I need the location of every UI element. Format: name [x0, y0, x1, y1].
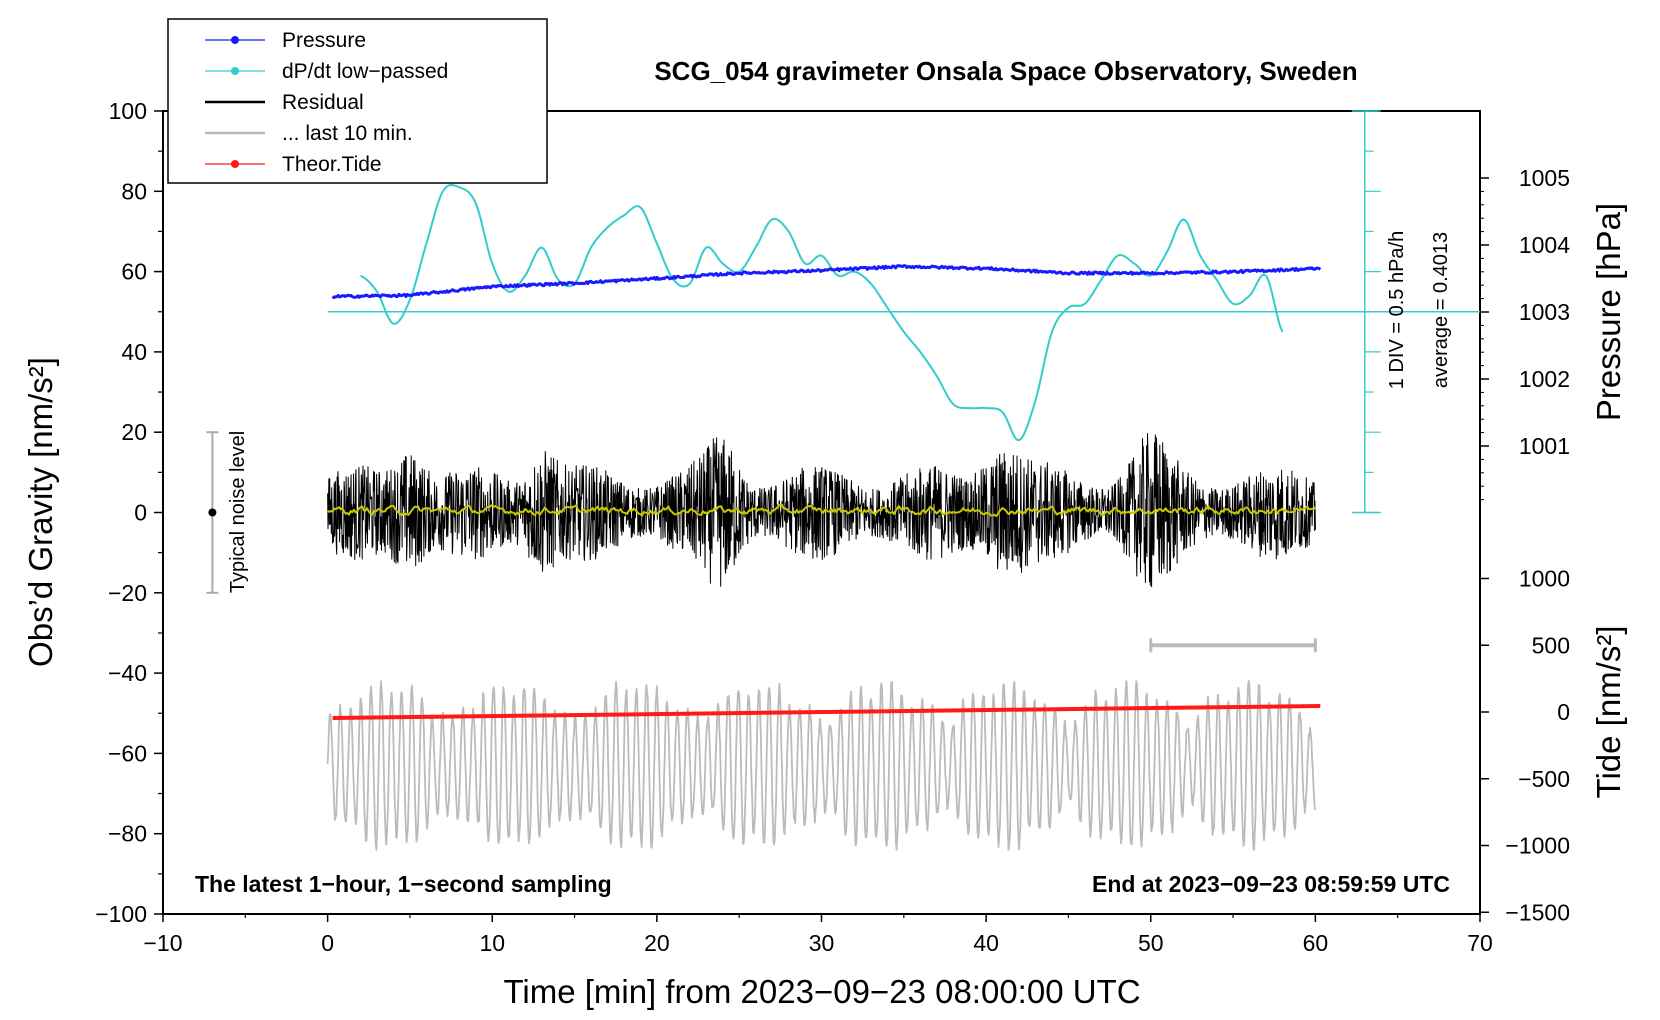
- tide-tick-label: 0: [1557, 699, 1570, 725]
- chart-title: SCG_054 gravimeter Onsala Space Observat…: [654, 56, 1357, 86]
- x-tick-label: −10: [143, 930, 182, 956]
- pressure-tick-label: 1002: [1519, 366, 1570, 392]
- y-left-tick-label: −40: [108, 660, 147, 686]
- legend-label: Pressure: [282, 29, 366, 52]
- smoothed-residual-line: [327, 503, 1317, 518]
- tide-series: [332, 704, 1321, 720]
- pressure-tick-label: 1004: [1519, 232, 1570, 258]
- legend-swatch-dot: [231, 160, 239, 168]
- x-tick-label: 30: [809, 930, 835, 956]
- dpdt-line: [360, 184, 1284, 442]
- y-left-tick-label: 60: [121, 259, 147, 285]
- y-axis-title-tide: Tide [nm/s²]: [1590, 626, 1627, 799]
- legend-label: ... last 10 min.: [282, 122, 413, 145]
- tide-tick-label: −1000: [1505, 833, 1570, 859]
- x-tick-label: 20: [644, 930, 670, 956]
- x-tick-label: 10: [479, 930, 505, 956]
- tide-tick-label: 1000: [1519, 566, 1570, 592]
- residual-series: [327, 433, 1316, 588]
- y-axis-title-pressure: Pressure [hPa]: [1590, 203, 1627, 421]
- division-scale: [327, 110, 1480, 514]
- sampling-note: The latest 1−hour, 1−second sampling: [195, 871, 612, 897]
- pressure-series: [331, 264, 1322, 300]
- dpdt-series: [360, 184, 1284, 442]
- pressure-line: [331, 264, 1322, 300]
- smoothed-residual-series: [327, 503, 1317, 518]
- legend-swatch-dot: [231, 36, 239, 44]
- y-left-tick-label: −80: [108, 821, 147, 847]
- pressure-tick-label: 1005: [1519, 165, 1570, 191]
- tide-tick-label: −1500: [1505, 899, 1570, 925]
- end-time-note: End at 2023−09−23 08:59:59 UTC: [1092, 871, 1450, 897]
- x-axis-title: Time [min] from 2023−09−23 08:00:00 UTC: [503, 973, 1140, 1010]
- y-left-tick-label: −20: [108, 580, 147, 606]
- last10-line: [326, 680, 1317, 851]
- x-tick-label: 60: [1303, 930, 1329, 956]
- x-tick-label: 0: [321, 930, 334, 956]
- pressure-tick-label: 1003: [1519, 299, 1570, 325]
- axis-ticks: −10 0 10 20 30 40 50 60 70100806040200−20−40−60−…: [95, 98, 1570, 956]
- y-left-tick-label: −100: [95, 901, 147, 927]
- tide-tick-label: −500: [1518, 766, 1570, 792]
- y-left-tick-label: −60: [108, 740, 147, 766]
- x-tick-label: 70: [1467, 930, 1493, 956]
- legend: Pressure dP/dt low−passed Residual ... last…: [167, 18, 548, 184]
- y-left-tick-label: 100: [109, 98, 147, 124]
- x-tick-label: 40: [973, 930, 999, 956]
- last10-series: [326, 680, 1317, 851]
- legend-label: Residual: [282, 91, 364, 114]
- y-left-tick-label: 0: [134, 500, 147, 526]
- average-label: average = 0.4013: [1430, 232, 1452, 388]
- y-left-tick-label: 20: [121, 419, 147, 445]
- legend-label: dP/dt low−passed: [282, 60, 448, 83]
- legend-label: Theor.Tide: [282, 153, 382, 176]
- residual-line: [327, 433, 1316, 588]
- legend-swatch-dot: [231, 67, 239, 75]
- noise-bar-dot: [208, 508, 217, 517]
- tide-tick-label: 500: [1532, 632, 1570, 658]
- tide-line: [332, 704, 1321, 720]
- y-left-tick-label: 80: [121, 178, 147, 204]
- pressure-tick-label: 1001: [1519, 433, 1570, 459]
- div-label: 1 DIV = 0.5 hPa/h: [1386, 231, 1408, 389]
- annotations: [206, 431, 1317, 653]
- x-tick-label: 50: [1138, 930, 1164, 956]
- noise-level-label: Typical noise level: [227, 431, 249, 593]
- y-axis-title-left: Obs’d Gravity [nm/s²]: [22, 357, 59, 667]
- y-left-tick-label: 40: [121, 339, 147, 365]
